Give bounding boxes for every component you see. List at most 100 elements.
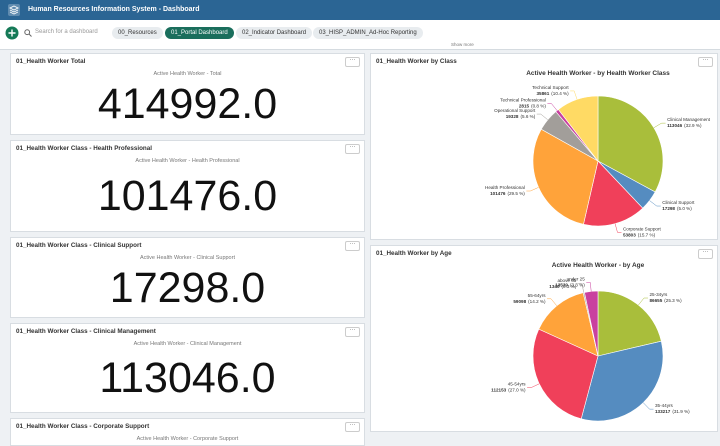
pie-chart: Active Health Worker - by Health Worker … [485, 70, 711, 237]
card-title: 01_Health Worker by Class [376, 58, 457, 65]
kpi-card: 01_Health Worker Total ··· Active Health W… [10, 53, 365, 135]
leader-line [653, 122, 666, 128]
slice-label: Technical Support [532, 85, 569, 90]
pie-slice [538, 292, 599, 357]
chart-card: 01_Health Worker by Class ··· Active Healt… [370, 53, 718, 240]
dashboard-tab[interactable]: 03_HISP_ADMIN_Ad-Hoc Reporting [313, 27, 423, 39]
pie-slice [597, 290, 662, 357]
pie-slice [580, 340, 664, 422]
kpi-card: 01_Health Worker Class - Corporate Suppo… [10, 418, 365, 446]
chart-title: Active Health Worker - by Health Worker … [526, 70, 670, 77]
card-menu-button[interactable]: ··· [345, 241, 360, 251]
slice-percent: (5.0 %) [677, 206, 692, 211]
slice-value: 86655 [649, 298, 662, 303]
slice-value: 35861 [537, 91, 550, 96]
slice-value: 13539 [555, 282, 568, 287]
card-menu-button[interactable]: ··· [698, 57, 713, 67]
slice-label: under 25 [567, 276, 586, 281]
slice-percent: (15.7 %) [638, 232, 656, 237]
dashboard-tab[interactable]: 02_Indicator Dashboard [236, 27, 313, 39]
card-subtitle: Active Health Worker - Total [153, 71, 222, 77]
leader-line [649, 200, 661, 207]
card-menu-button[interactable]: ··· [345, 144, 360, 154]
show-more[interactable]: Show more [451, 42, 474, 47]
slice-label: above 65 [557, 278, 576, 283]
leader-line [586, 282, 592, 292]
kpi-value: 101476.0 [97, 172, 278, 220]
slice-label: 35-44yrs [655, 403, 674, 408]
slice-value-label: 17298 (5.0 %) [662, 206, 692, 211]
card-subtitle: Active Health Worker - Health Profession… [135, 158, 240, 164]
slice-value: 2815 [519, 104, 530, 109]
card-subtitle: Active Health Worker - Clinical Support [140, 255, 235, 261]
kpi-card: 01_Health Worker Class - Clinical Suppor… [10, 237, 365, 318]
slice-percent: (25.3 %) [664, 298, 682, 303]
chart-card: 01_Health Worker by Age ··· Active Health … [370, 245, 718, 432]
slice-label: Clinical Support [662, 200, 695, 205]
slice-label: 25-34yrs [649, 292, 668, 297]
card-title: 01_Health Worker Total [16, 58, 86, 65]
leader-line [547, 103, 558, 111]
toolbar: Search for a dashboard Show more 00_Reso… [0, 20, 720, 50]
card-title: 01_Health Worker Class - Clinical Manage… [16, 328, 156, 335]
card-subtitle: Active Health Worker - Corporate Support [136, 436, 239, 442]
dashboard-tab[interactable]: 01_Portal Dashboard [165, 27, 234, 39]
card-menu-button[interactable]: ··· [698, 249, 713, 259]
slice-value: 1340 [549, 284, 560, 289]
slice-value-label: 1340 (0.3 %) [549, 284, 577, 289]
card-menu-button[interactable]: ··· [345, 422, 360, 432]
slice-value-label: 13539 (3.3 %) [555, 282, 585, 287]
slice-label: Corporate Support [623, 226, 662, 231]
slice-percent: (3.3 %) [570, 282, 585, 287]
slice-label: Health Professional [485, 185, 525, 190]
slice-value-label: 53803 (15.7 %) [623, 232, 656, 237]
search-input[interactable]: Search for a dashboard [35, 29, 98, 35]
slice-value-label: 19328 (5.6 %) [506, 114, 536, 119]
card-menu-button[interactable]: ··· [345, 327, 360, 337]
kpi-card: 01_Health Worker Class - Clinical Manage… [10, 323, 365, 413]
dashboard-tab[interactable]: 00_Resources [112, 27, 163, 39]
leader-line [527, 383, 540, 388]
leader-line [638, 297, 648, 306]
leader-line [526, 187, 539, 192]
leader-line [643, 402, 654, 410]
slice-value-label: 101476 (29.5 %) [490, 191, 525, 196]
pie-slice [532, 328, 599, 420]
slice-value: 17298 [662, 206, 675, 211]
slice-value-label: 113046 (32.9 %) [667, 123, 702, 128]
pie-chart: Active Health Worker - by Age 25-34yrs866… [491, 262, 690, 422]
card-subtitle: Active Health Worker - Clinical Manageme… [133, 341, 242, 347]
card-title: 01_Health Worker Class - Clinical Suppor… [16, 242, 142, 249]
slice-value: 101476 [490, 191, 506, 196]
header-title: Human Resources Information System - Das… [28, 6, 200, 13]
pie-slice [557, 95, 599, 162]
slice-percent: (31.9 %) [672, 409, 690, 414]
app-logo[interactable] [7, 3, 21, 17]
kpi-value: 17298.0 [109, 263, 266, 312]
header-bar: Human Resources Information System - Das… [0, 0, 720, 20]
leader-line [536, 113, 548, 120]
slice-label: Operational Support [494, 108, 536, 113]
card-menu-button[interactable]: ··· [345, 57, 360, 67]
card-title: 01_Health Worker by Age [376, 250, 452, 257]
add-dashboard-button[interactable] [5, 26, 19, 40]
slice-label: Clinical Management [667, 117, 711, 122]
slice-value-label: 2815 (0.8 %) [519, 104, 547, 109]
slice-percent: (0.3 %) [562, 284, 577, 289]
slice-label: Technical Professional [500, 98, 546, 103]
slice-value: 133217 [655, 409, 671, 414]
slice-value: 59098 [513, 299, 526, 304]
pie-slice [532, 128, 599, 225]
leader-line [570, 90, 578, 100]
pie-slice [584, 290, 599, 357]
slice-percent: (32.9 %) [684, 123, 702, 128]
slice-value-label: 133217 (31.9 %) [655, 409, 690, 414]
slice-value: 112153 [491, 388, 507, 393]
slice-value-label: 35861 (10.4 %) [537, 91, 570, 96]
slice-value-label: 86655 (25.3 %) [649, 298, 682, 303]
slice-value: 113046 [667, 123, 683, 128]
slice-value: 19328 [506, 114, 519, 119]
card-title: 01_Health Worker Class - Corporate Suppo… [16, 423, 150, 430]
kpi-value: 113046.0 [99, 354, 276, 402]
